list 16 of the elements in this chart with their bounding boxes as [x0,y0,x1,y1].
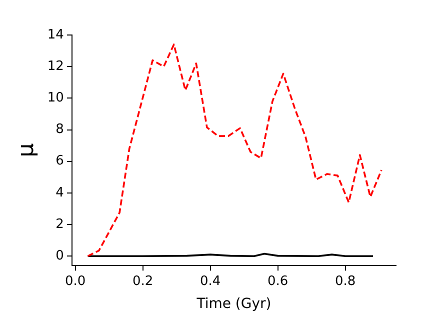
x-tick-label: 0.4 [200,274,221,289]
y-tick-label: 10 [47,90,64,106]
y-tick-label: 12 [47,58,64,74]
x-tick-label: 0.8 [335,274,356,289]
x-tick-label: 0.6 [268,274,288,289]
y-tick-label: 4 [56,185,64,200]
y-axis-title: μ [14,143,39,158]
y-tick-label: 8 [56,122,64,138]
y-tick-label: 2 [56,216,64,232]
x-axis-title: Time (Gyr) [196,296,272,312]
x-tick-label: 0.2 [132,274,154,289]
y-tick-label: 0 [56,248,64,264]
y-tick-label: 6 [56,154,64,169]
line-series [86,44,382,258]
y-tick-label: 14 [47,27,64,42]
x-tick-label: 0.0 [64,274,86,289]
